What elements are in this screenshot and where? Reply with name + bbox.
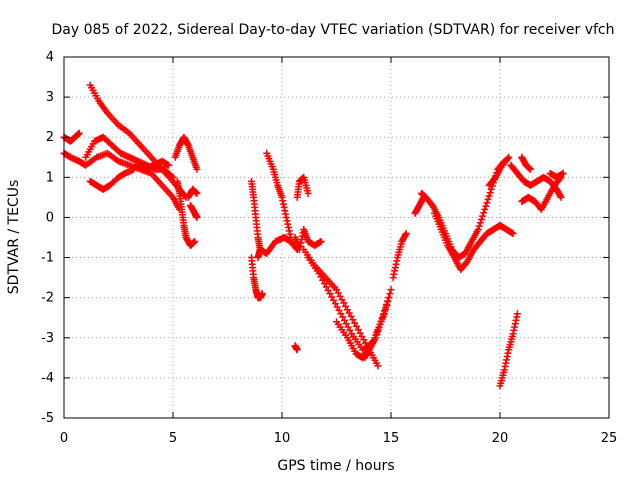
x-tick-label: 25 bbox=[601, 431, 618, 446]
series-arc-26 bbox=[485, 153, 513, 189]
y-tick-label: -4 bbox=[41, 371, 54, 386]
x-tick-label: 20 bbox=[492, 431, 509, 446]
y-tick-label: -1 bbox=[41, 251, 54, 266]
series-arc-22 bbox=[291, 342, 301, 354]
y-tick-label: 2 bbox=[46, 130, 54, 145]
data-point bbox=[382, 306, 390, 314]
series-arc-30 bbox=[518, 153, 535, 173]
data-point bbox=[304, 189, 312, 197]
data-point bbox=[384, 298, 392, 306]
series-arc-25 bbox=[411, 193, 428, 217]
data-point bbox=[559, 169, 567, 177]
y-axis-label: SDTVAR / TECUs bbox=[6, 180, 22, 295]
data-point bbox=[387, 286, 395, 294]
data-point bbox=[486, 189, 494, 197]
data-point bbox=[505, 153, 513, 161]
series-arc-6 bbox=[132, 157, 173, 173]
series-arc-8 bbox=[173, 177, 199, 250]
x-tick-label: 15 bbox=[383, 431, 400, 446]
series-arc-31 bbox=[546, 169, 567, 181]
series-arc-18 bbox=[304, 254, 378, 354]
y-tick-label: 4 bbox=[46, 50, 54, 65]
data-point bbox=[474, 225, 482, 233]
data-point bbox=[130, 165, 138, 173]
data-point bbox=[504, 155, 512, 163]
series-arc-4 bbox=[60, 129, 83, 145]
series-arc-9 bbox=[184, 185, 201, 201]
y-tick-label: -5 bbox=[41, 411, 54, 426]
data-point bbox=[386, 290, 394, 298]
data-point bbox=[165, 161, 173, 169]
data-point bbox=[476, 219, 484, 227]
data-point bbox=[169, 173, 177, 181]
data-point bbox=[480, 209, 488, 217]
x-tick-label: 5 bbox=[169, 431, 177, 446]
data-point bbox=[485, 192, 493, 200]
y-tick-label: 0 bbox=[46, 210, 54, 225]
series-arc-11 bbox=[247, 177, 264, 254]
y-tick-label: -3 bbox=[41, 331, 54, 346]
series-arc-14 bbox=[263, 149, 295, 241]
data-point bbox=[557, 193, 565, 201]
data-point bbox=[513, 310, 521, 318]
data-point bbox=[477, 215, 485, 223]
plot-frame bbox=[63, 56, 610, 419]
data-point bbox=[527, 165, 535, 173]
x-tick-label: 10 bbox=[274, 431, 291, 446]
data-point bbox=[483, 199, 491, 207]
y-tick-label: -2 bbox=[41, 291, 54, 306]
data-point bbox=[293, 346, 301, 354]
data-point bbox=[385, 294, 393, 302]
data-point bbox=[482, 202, 490, 210]
data-point bbox=[380, 310, 388, 318]
data-point bbox=[475, 222, 483, 230]
data-point bbox=[191, 238, 199, 246]
series-arc-16 bbox=[291, 225, 325, 254]
series-arc-5 bbox=[86, 165, 138, 193]
data-point bbox=[487, 185, 495, 193]
data-points bbox=[60, 81, 567, 390]
data-point bbox=[479, 212, 487, 220]
series-arc-27 bbox=[496, 310, 521, 390]
data-point bbox=[75, 129, 83, 137]
data-point bbox=[509, 229, 517, 237]
series-arc-20 bbox=[361, 286, 395, 362]
data-point bbox=[484, 195, 492, 203]
chart-title: Day 085 of 2022, Sidereal Day-to-day VTE… bbox=[51, 22, 614, 38]
data-point bbox=[420, 193, 428, 201]
y-tick-label: 1 bbox=[46, 170, 54, 185]
grid bbox=[64, 57, 609, 418]
series-arc-7 bbox=[171, 133, 201, 173]
series-arc-21 bbox=[389, 229, 410, 282]
x-axis-label: GPS time / hours bbox=[277, 458, 394, 474]
data-point bbox=[193, 213, 201, 221]
data-point bbox=[374, 362, 382, 370]
data-point bbox=[383, 302, 391, 310]
data-point bbox=[317, 238, 325, 246]
series-arc-10 bbox=[186, 201, 201, 221]
series-arc-12 bbox=[247, 254, 266, 302]
series-arc-13 bbox=[254, 234, 301, 262]
data-point bbox=[193, 165, 201, 173]
data-point bbox=[258, 290, 266, 298]
data-point bbox=[168, 172, 176, 180]
axis-ticks: 0 5 10 15 20 25 -5 -4 -3 -2 -1 0 1 2 3 4 bbox=[41, 50, 617, 446]
data-point bbox=[193, 189, 201, 197]
x-tick-label: 0 bbox=[60, 431, 68, 446]
series-arc-15 bbox=[293, 173, 312, 201]
data-point bbox=[402, 229, 410, 237]
series-arc-24 bbox=[431, 209, 517, 274]
data-point bbox=[481, 205, 489, 213]
y-tick-label: 3 bbox=[46, 90, 54, 105]
